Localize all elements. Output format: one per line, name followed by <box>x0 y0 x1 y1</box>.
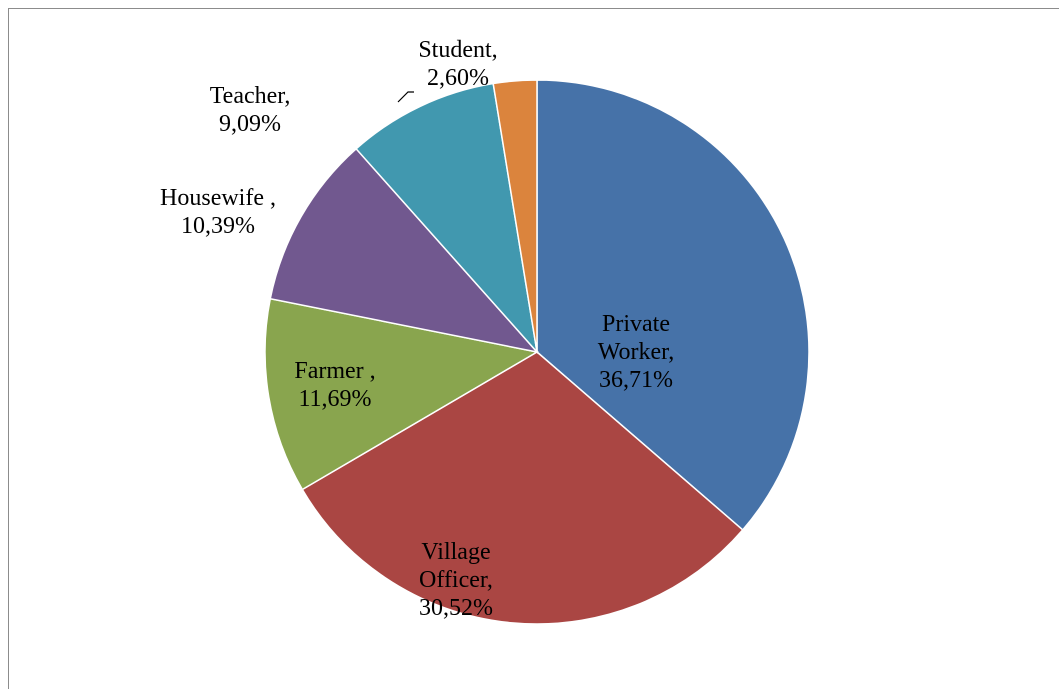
slice <box>264 297 540 491</box>
label-category: Farmer , <box>294 358 376 384</box>
slice <box>301 351 744 625</box>
slice <box>355 82 539 355</box>
data-label: Teacher, 9,09% <box>190 82 310 138</box>
label-value: 2,60% <box>427 65 489 91</box>
leader-line <box>397 91 414 103</box>
data-label: Farmer , 11,69% <box>265 357 405 413</box>
label-category: Housewife , <box>160 185 276 211</box>
label-category: Student, <box>418 37 498 63</box>
data-label: Student, 2,60% <box>408 36 508 92</box>
label-value: 9,09% <box>219 111 281 137</box>
label-value: 11,69% <box>298 386 372 412</box>
label-value: 36,71% <box>599 367 673 393</box>
data-label: Housewife , 10,39% <box>128 184 308 240</box>
data-label: Village Officer, 30,52% <box>391 538 521 622</box>
label-category: Private Worker, <box>597 311 675 365</box>
slice <box>536 79 810 531</box>
chart-frame <box>8 8 1059 689</box>
label-value: 30,52% <box>419 595 493 621</box>
label-category: Village Officer, <box>419 539 493 593</box>
data-label: Private Worker, 36,71% <box>576 310 696 394</box>
label-category: Teacher, <box>209 83 291 109</box>
slice <box>492 79 538 353</box>
slice <box>269 147 540 354</box>
slices <box>264 79 810 625</box>
label-value: 10,39% <box>181 213 255 239</box>
